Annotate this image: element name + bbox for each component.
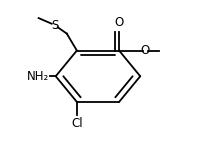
Text: O: O (141, 44, 150, 57)
Text: O: O (114, 16, 124, 29)
Text: S: S (51, 19, 58, 32)
Text: NH₂: NH₂ (27, 70, 49, 83)
Text: Cl: Cl (71, 117, 83, 130)
